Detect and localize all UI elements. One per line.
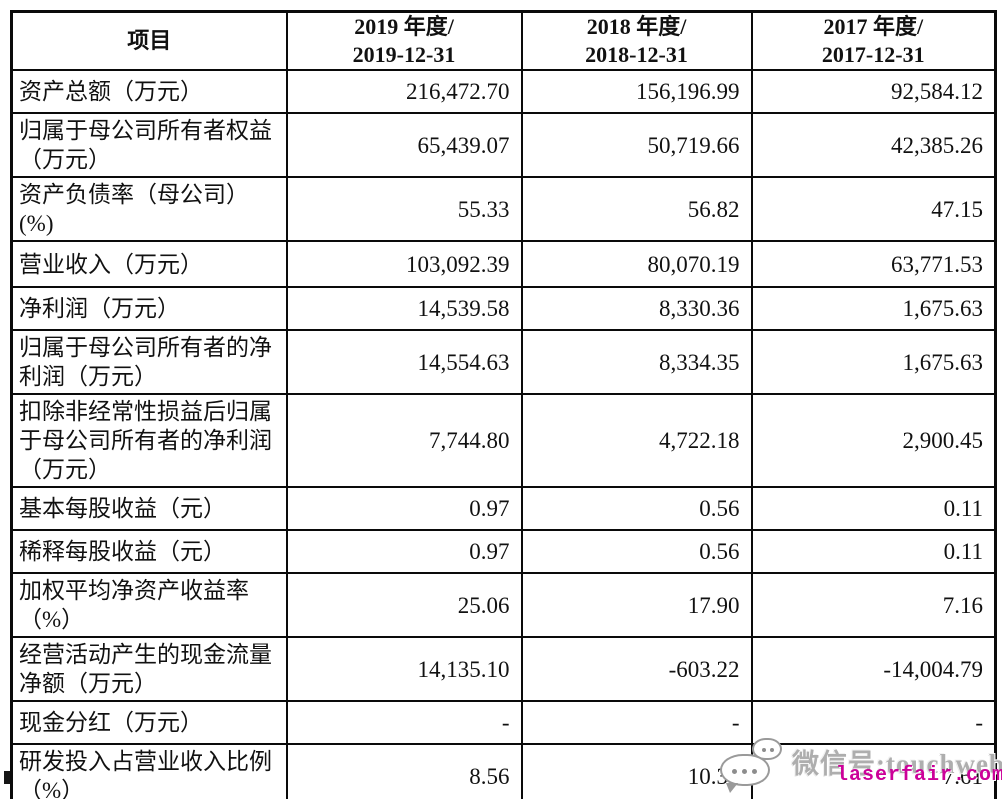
header-period-2019: 2019 年度/ 2019-12-31 xyxy=(285,10,523,71)
row-value: 8.56 xyxy=(285,743,523,799)
row-value: 42,385.26 xyxy=(750,112,997,178)
row-label: 研发投入占营业收入比例（%） xyxy=(10,743,288,799)
row-value: 14,554.63 xyxy=(285,329,523,395)
row-value: -14,004.79 xyxy=(750,636,997,702)
row-value: 7.61 xyxy=(750,743,997,799)
row-label: 加权平均净资产收益率（%） xyxy=(10,572,288,638)
table-row: 营业收入（万元） 103,092.39 80,070.19 63,771.53 xyxy=(10,240,997,288)
row-value: 0.56 xyxy=(520,486,753,531)
row-value: 63,771.53 xyxy=(750,240,997,288)
header-period-line2: 2018-12-31 xyxy=(585,42,688,67)
header-period-line1: 2017 年度/ xyxy=(823,14,924,39)
row-value: 92,584.12 xyxy=(750,69,997,114)
table-row: 稀释每股收益（元） 0.97 0.56 0.11 xyxy=(10,529,997,574)
row-value: 2,900.45 xyxy=(750,393,997,488)
row-value: 156,196.99 xyxy=(520,69,753,114)
row-value: 103,092.39 xyxy=(285,240,523,288)
table-row: 资产负债率（母公司）(%) 55.33 56.82 47.15 xyxy=(10,176,997,242)
row-value: 56.82 xyxy=(520,176,753,242)
header-period-line2: 2019-12-31 xyxy=(352,42,456,67)
row-value: 216,472.70 xyxy=(285,69,523,114)
financial-summary-table: 项目 2019 年度/ 2019-12-31 2018 年度/ 2018-12-… xyxy=(10,10,997,799)
row-label: 现金分红（万元） xyxy=(10,700,288,745)
row-value: -603.22 xyxy=(520,636,753,702)
table-row: 现金分红（万元） - - - xyxy=(10,700,997,745)
row-value: 80,070.19 xyxy=(520,240,753,288)
row-value: 7,744.80 xyxy=(285,393,523,488)
header-period-2017: 2017 年度/ 2017-12-31 xyxy=(750,10,997,71)
row-value: 10.30 xyxy=(520,743,753,799)
row-label: 基本每股收益（元） xyxy=(10,486,288,531)
table-row: 归属于母公司所有者权益（万元） 65,439.07 50,719.66 42,3… xyxy=(10,112,997,178)
table-row: 净利润（万元） 14,539.58 8,330.36 1,675.63 xyxy=(10,286,997,331)
row-label: 营业收入（万元） xyxy=(10,240,288,288)
row-label: 资产总额（万元） xyxy=(10,69,288,114)
scan-artifact-mark xyxy=(4,771,10,784)
row-value: 25.06 xyxy=(285,572,523,638)
row-value: 1,675.63 xyxy=(750,286,997,331)
row-value: - xyxy=(285,700,523,745)
header-item: 项目 xyxy=(10,10,288,71)
table-row: 经营活动产生的现金流量净额（万元） 14,135.10 -603.22 -14,… xyxy=(10,636,997,702)
row-value: 0.97 xyxy=(285,486,523,531)
row-value: 8,330.36 xyxy=(520,286,753,331)
row-value: - xyxy=(750,700,997,745)
row-value: 1,675.63 xyxy=(750,329,997,395)
row-label: 资产负债率（母公司）(%) xyxy=(10,176,288,242)
header-period-line2: 2017-12-31 xyxy=(821,42,925,67)
row-label: 稀释每股收益（元） xyxy=(10,529,288,574)
row-value: 0.11 xyxy=(750,486,997,531)
table-row: 研发投入占营业收入比例（%） 8.56 10.30 7.61 xyxy=(10,743,997,799)
row-value: 50,719.66 xyxy=(520,112,753,178)
row-value: 0.97 xyxy=(285,529,523,574)
table-row: 扣除非经常性损益后归属于母公司所有者的净利润（万元） 7,744.80 4,72… xyxy=(10,393,997,488)
row-label: 经营活动产生的现金流量净额（万元） xyxy=(10,636,288,702)
row-value: 0.11 xyxy=(750,529,997,574)
row-value: 65,439.07 xyxy=(285,112,523,178)
row-value: 7.16 xyxy=(750,572,997,638)
row-value: - xyxy=(520,700,753,745)
row-value: 14,135.10 xyxy=(285,636,523,702)
table-row: 基本每股收益（元） 0.97 0.56 0.11 xyxy=(10,486,997,531)
row-value: 17.90 xyxy=(520,572,753,638)
row-value: 0.56 xyxy=(520,529,753,574)
table-row: 资产总额（万元） 216,472.70 156,196.99 92,584.12 xyxy=(10,69,997,114)
row-value: 8,334.35 xyxy=(520,329,753,395)
header-period-2018: 2018 年度/ 2018-12-31 xyxy=(520,10,753,71)
table-row: 加权平均净资产收益率（%） 25.06 17.90 7.16 xyxy=(10,572,997,638)
table-header-row: 项目 2019 年度/ 2019-12-31 2018 年度/ 2018-12-… xyxy=(10,10,997,71)
row-label: 归属于母公司所有者权益（万元） xyxy=(10,112,288,178)
row-value: 14,539.58 xyxy=(285,286,523,331)
row-label: 净利润（万元） xyxy=(10,286,288,331)
row-value: 55.33 xyxy=(285,176,523,242)
row-label: 扣除非经常性损益后归属于母公司所有者的净利润（万元） xyxy=(10,393,288,488)
header-period-line1: 2019 年度/ xyxy=(354,14,454,39)
table-row: 归属于母公司所有者的净利润（万元） 14,554.63 8,334.35 1,6… xyxy=(10,329,997,395)
row-label: 归属于母公司所有者的净利润（万元） xyxy=(10,329,288,395)
row-value: 4,722.18 xyxy=(520,393,753,488)
row-value: 47.15 xyxy=(750,176,997,242)
header-period-line1: 2018 年度/ xyxy=(586,14,687,39)
